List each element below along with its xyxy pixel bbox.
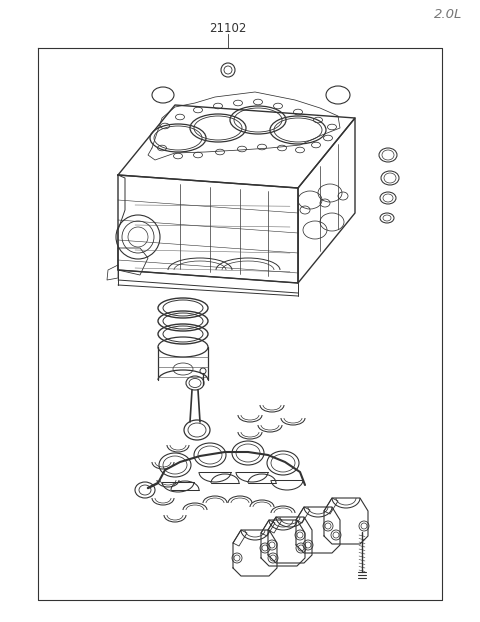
Text: 21102: 21102 — [209, 22, 247, 34]
Text: 2.0L: 2.0L — [433, 7, 462, 21]
